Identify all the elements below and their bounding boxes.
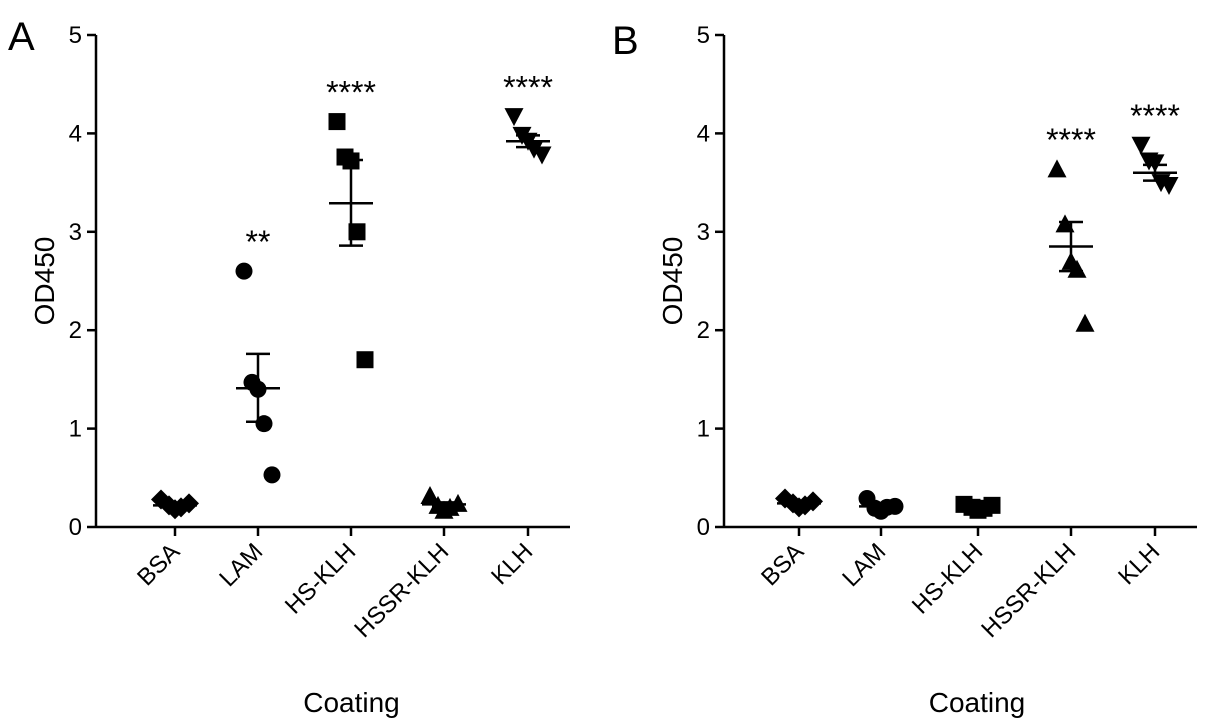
data-point-circle — [235, 262, 253, 280]
y-axis-title: OD450 — [29, 237, 60, 326]
group-hs-klh — [955, 495, 1001, 519]
significance-label: **** — [503, 70, 553, 106]
y-tick-label: 5 — [697, 22, 710, 49]
significance-label: ** — [246, 224, 271, 260]
data-point-triangle-up — [420, 486, 440, 505]
data-point-triangle-up — [1075, 313, 1095, 332]
group-hssr-klh: **** — [1046, 122, 1096, 332]
y-tick-label: 4 — [697, 120, 710, 147]
y-tick-label: 1 — [69, 416, 82, 443]
y-axis-title: OD450 — [657, 237, 688, 326]
y-tick-label: 2 — [69, 317, 82, 344]
x-tick-label: LAM — [214, 538, 268, 592]
x-axis-title: Coating — [929, 687, 1026, 718]
y-tick-label: 5 — [69, 22, 82, 49]
x-tick-label: HSSR-KLH — [349, 538, 454, 643]
x-axis-title: Coating — [303, 687, 400, 718]
group-bsa — [151, 489, 199, 520]
data-point-triangle-up — [1067, 259, 1087, 278]
group-hssr-klh — [420, 486, 468, 519]
data-point-triangle-down — [532, 146, 552, 165]
data-point-square — [356, 351, 374, 369]
data-point-circle — [255, 415, 273, 433]
group-klh: **** — [1130, 98, 1180, 196]
x-tick-label: BSA — [132, 538, 185, 591]
y-tick-label: 4 — [69, 120, 82, 147]
x-tick-label: KLH — [1113, 538, 1165, 590]
data-point-square — [983, 496, 1001, 514]
significance-label: **** — [1130, 98, 1180, 134]
data-point-square — [348, 223, 366, 241]
x-tick-label: HS-KLH — [907, 538, 988, 619]
y-tick-label: 3 — [69, 219, 82, 246]
group-klh: **** — [503, 70, 553, 165]
significance-label: **** — [326, 75, 376, 111]
x-tick-label: HS-KLH — [280, 538, 361, 619]
y-tick-label: 0 — [69, 514, 82, 541]
panel-letter: B — [612, 19, 639, 63]
x-tick-label: BSA — [756, 538, 809, 591]
x-tick-label: LAM — [837, 538, 891, 592]
panel-a: A 0 1 2 3 4 5 OD450 Coating BSA LAM HS-KLHHSSR-KLH… — [8, 15, 570, 718]
data-point-triangle-up — [1047, 159, 1067, 178]
significance-label: **** — [1046, 122, 1096, 158]
group-bsa — [775, 488, 823, 518]
data-point-triangle-down — [504, 108, 524, 127]
data-point-triangle-down — [1145, 154, 1165, 173]
x-tick-label: HSSR-KLH — [976, 538, 1081, 643]
group-lam: ** — [235, 224, 281, 484]
group-hs-klh: **** — [326, 75, 376, 369]
data-point-triangle-down — [1131, 136, 1151, 155]
y-tick-label: 1 — [697, 416, 710, 443]
data-point-circle — [263, 466, 281, 484]
x-tick-label: KLH — [486, 538, 538, 590]
y-tick-label: 0 — [697, 514, 710, 541]
y-tick-label: 2 — [697, 317, 710, 344]
data-point-square — [328, 113, 346, 131]
panel-b: B 0 1 2 3 4 5 OD450 Coating BSA LAM HS-KLHHSSR-KLH… — [612, 19, 1197, 718]
group-lam — [858, 489, 904, 520]
panel-letter: A — [8, 15, 35, 59]
y-tick-label: 3 — [697, 219, 710, 246]
